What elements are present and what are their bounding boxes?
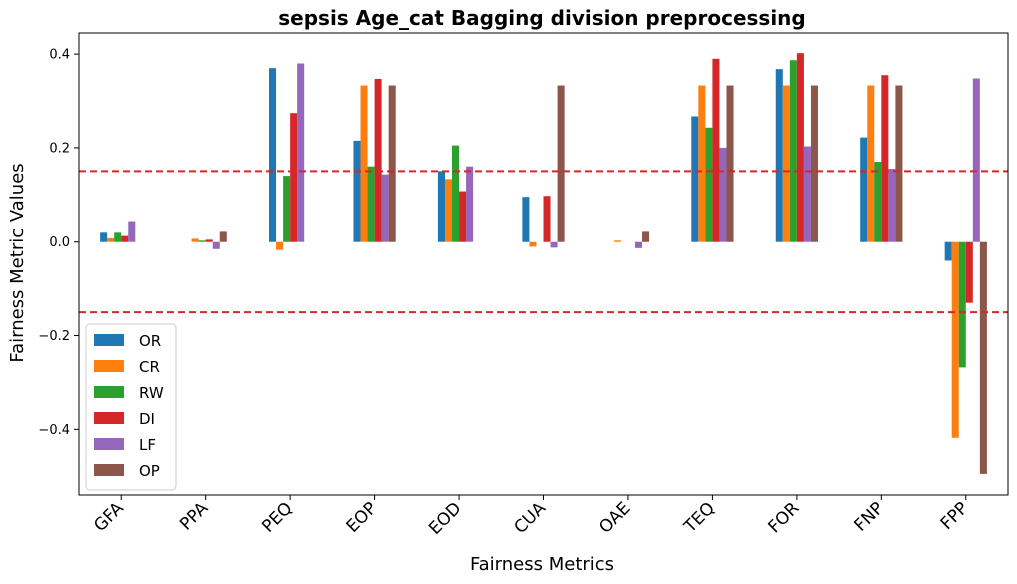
x-tick-label: CUA [510, 498, 550, 538]
legend-label-or: OR [139, 332, 161, 350]
bar-rw-for [789, 60, 797, 242]
bar-lf-fnp [888, 169, 896, 242]
bar-op-for [810, 85, 818, 242]
x-tick-label: OAE [595, 498, 634, 537]
legend-label-lf: LF [139, 436, 156, 454]
bar-lf-cua [550, 241, 558, 248]
x-tick-label: FOR [765, 498, 804, 537]
bar-lf-gfa [128, 221, 136, 242]
bar-op-cua [557, 85, 565, 242]
bar-op-teq [726, 85, 734, 242]
y-axis: −0.4 −0.2 0.0 0.2 0.4 [38, 48, 79, 438]
bar-rw-teq [705, 127, 713, 242]
bar-or-fpp [944, 241, 952, 261]
bar-rw-eod [452, 145, 460, 242]
bar-di-for [796, 53, 804, 242]
legend-swatch-op [94, 464, 124, 476]
bar-or-teq [691, 116, 699, 242]
bar-di-fnp [881, 75, 889, 242]
x-tick-label: EOP [343, 498, 381, 536]
bar-cr-fpp [951, 241, 959, 438]
bar-cr-eop [360, 85, 368, 242]
bar-op-eop [388, 85, 396, 242]
legend-swatch-or [94, 334, 124, 346]
x-axis: GFA PPA PEQ EOP EOD CUA OAE TEQ FOR FNP FPP [90, 495, 972, 539]
bar-cr-gfa [107, 237, 115, 242]
bar-lf-eop [381, 174, 389, 242]
bar-lf-for [803, 146, 811, 242]
bar-lf-fpp [972, 78, 980, 242]
bar-cr-peq [276, 241, 284, 250]
legend-swatch-rw [94, 386, 124, 398]
bar-di-ppa [205, 239, 213, 242]
bar-lf-eod [466, 166, 474, 242]
legend-swatch-cr [94, 360, 124, 372]
bar-di-cua [543, 196, 551, 242]
x-tick-label: PPA [176, 498, 212, 534]
y-tick-label: −0.4 [38, 423, 70, 438]
bars-layer [100, 53, 987, 474]
bar-lf-teq [719, 147, 727, 242]
bar-di-eod [459, 191, 467, 242]
bar-rw-fpp [958, 241, 966, 368]
bar-cr-ppa [191, 238, 199, 242]
bar-rw-eop [367, 166, 375, 242]
legend-swatch-di [94, 412, 124, 424]
x-tick-label: PEQ [258, 498, 296, 536]
bar-or-gfa [100, 232, 108, 242]
legend-label-di: DI [139, 410, 155, 428]
bar-cr-cua [529, 241, 537, 247]
bar-di-eop [374, 78, 382, 242]
bar-di-peq [290, 113, 298, 242]
bar-lf-ppa [212, 241, 220, 249]
legend-label-cr: CR [139, 358, 160, 376]
x-tick-label: EOD [425, 498, 465, 538]
bar-op-fnp [895, 85, 903, 242]
bar-or-eop [353, 140, 361, 242]
x-tick-label: GFA [90, 498, 128, 536]
x-tick-label: FNP [851, 498, 888, 535]
bar-or-eod [437, 171, 445, 242]
y-tick-label: 0.4 [49, 48, 70, 63]
bar-lf-oae [634, 241, 643, 248]
bar-lf-peq [297, 63, 305, 242]
bar-op-fpp [979, 241, 987, 474]
bar-rw-gfa [114, 232, 122, 242]
bar-or-cua [522, 197, 530, 242]
y-axis-label: Fairness Metric Values [7, 163, 28, 362]
legend: OR CR RW DI LF OP [85, 323, 177, 491]
bar-cr-eod [444, 179, 453, 242]
bar-rw-fnp [874, 161, 882, 242]
legend-label-op: OP [139, 462, 160, 480]
bar-cr-teq [698, 85, 706, 242]
bar-cr-for [782, 85, 790, 242]
chart-title: sepsis Age_cat Bagging division preproce… [278, 6, 805, 30]
x-tick-label: FPP [937, 498, 973, 534]
bar-or-for [775, 69, 783, 242]
bar-di-fpp [965, 241, 973, 303]
x-axis-label: Fairness Metrics [470, 554, 614, 575]
y-tick-label: 0.0 [49, 235, 70, 250]
bar-rw-peq [283, 176, 291, 242]
bar-rw-ppa [198, 240, 206, 242]
bar-cr-fnp [867, 85, 875, 242]
bar-di-teq [712, 58, 720, 242]
bar-cr-oae [613, 240, 621, 242]
reference-lines [79, 170, 1008, 314]
bar-op-ppa [219, 231, 227, 242]
y-tick-label: 0.2 [49, 141, 70, 156]
bar-op-oae [642, 231, 650, 242]
bar-di-gfa [121, 235, 129, 242]
legend-label-rw: RW [139, 384, 164, 402]
bar-or-fnp [860, 137, 868, 242]
bar-or-peq [269, 68, 277, 242]
legend-swatch-lf [94, 438, 124, 450]
x-tick-label: TEQ [680, 498, 719, 537]
y-tick-label: −0.2 [38, 329, 70, 344]
